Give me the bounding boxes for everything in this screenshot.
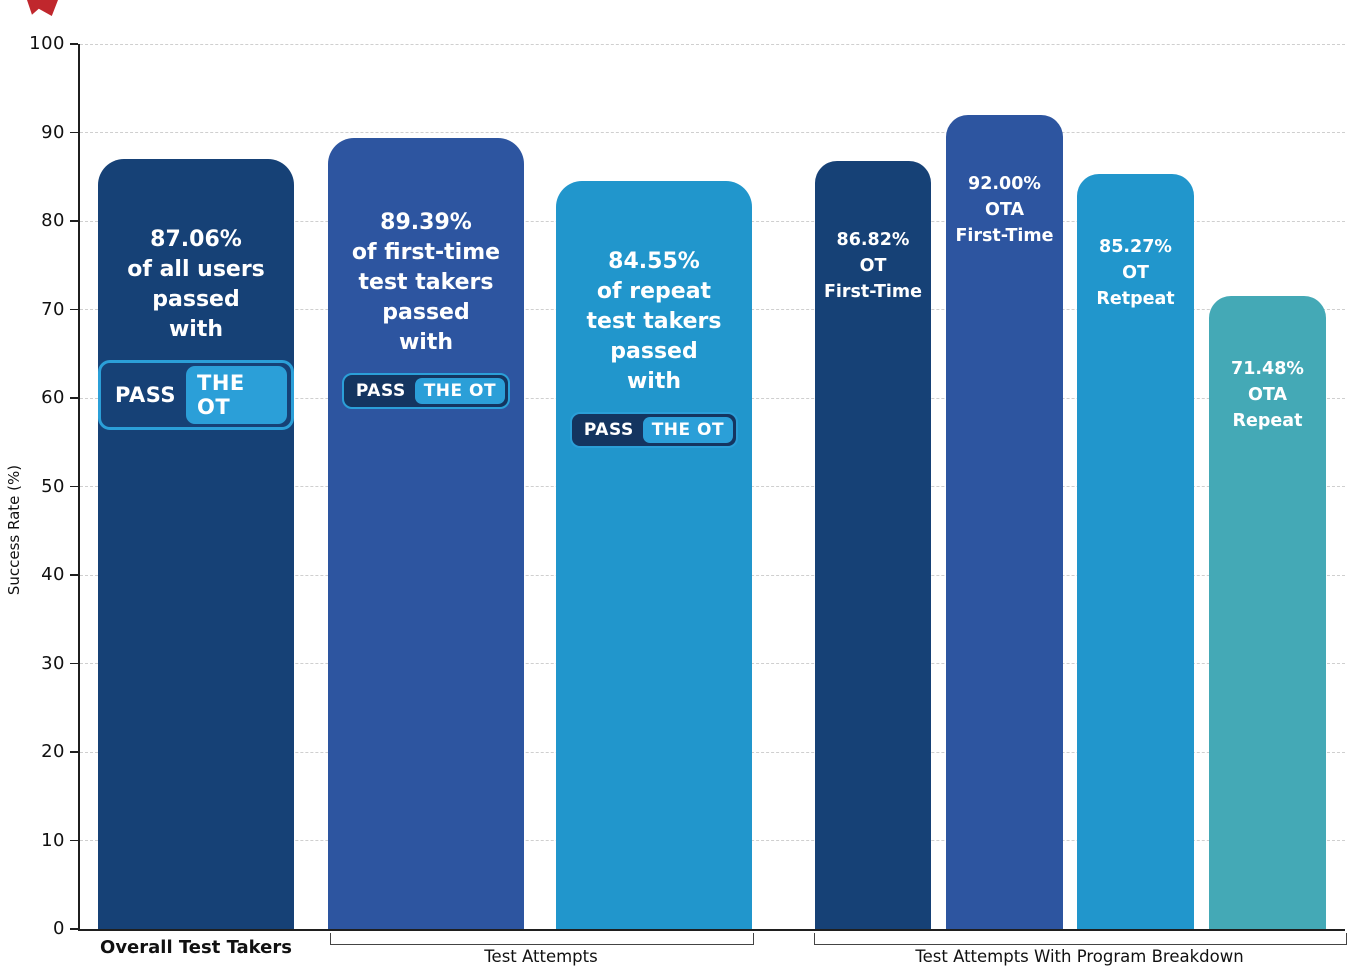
bar-label-line: passed: [610, 338, 698, 364]
gridline: [80, 43, 1345, 45]
y-axis-tick: [70, 397, 78, 399]
bar-label-line: with: [626, 368, 682, 394]
x-group-label: Test Attempts With Program Breakdown: [915, 947, 1244, 966]
bar-label-line: OTA: [985, 199, 1024, 220]
bar-label-line: Retpeat: [1096, 289, 1175, 310]
y-tick-label: 30: [41, 652, 65, 674]
x-axis-line: [78, 929, 1345, 931]
bar-label-block: 71.48% OTA Repeat: [1209, 356, 1326, 434]
pass-the-ot-logo: PASS THE OT: [341, 372, 511, 409]
y-axis-tick: [70, 43, 78, 45]
y-axis-tick: [70, 839, 78, 842]
x-group-label: Overall Test Takers: [100, 937, 292, 958]
y-tick-label: 20: [41, 741, 65, 762]
logo-the-ot-chip: THE OT: [414, 377, 506, 404]
bar-label-line: First-Time: [823, 281, 923, 302]
x-group-label: Test Attempts: [484, 947, 598, 966]
y-axis-line: [78, 44, 80, 931]
group-bracket: [814, 933, 1347, 945]
bar-71.48%: 71.48% OTA Repeat: [1209, 296, 1326, 929]
bar-label-line: with: [168, 316, 224, 342]
bar-label-block: 89.39% of first-time test takers passed with…: [328, 208, 524, 409]
bar-label-line: passed: [382, 299, 470, 325]
y-tick-label: 40: [41, 564, 65, 585]
logo-the-ot-chip: THE OT: [642, 416, 734, 443]
bar-86.82%: 86.82% OT First-Time: [815, 160, 931, 929]
gridline: [80, 132, 1345, 133]
bar-label-block: 86.82% OT First-Time: [815, 227, 931, 305]
bar-label-line: OT: [859, 255, 887, 276]
bar-label-block: 87.06% of all users passed with PASS THE OT: [98, 225, 294, 430]
bar-87.06%: 87.06% of all users passed with PASS THE OT: [98, 158, 294, 929]
y-tick-label: 10: [41, 829, 65, 851]
bar-label-block: 85.27% OT Retpeat: [1077, 234, 1194, 312]
logo-pass-label: PASS: [115, 382, 177, 407]
pass-the-ot-logo: PASS THE OT: [569, 411, 739, 448]
y-axis-tick: [70, 131, 78, 134]
bar-value-label: 86.82%: [836, 229, 910, 250]
bar-value-label: 85.27%: [1099, 237, 1172, 258]
y-axis-tick: [70, 751, 78, 753]
y-tick-label: 90: [41, 121, 65, 143]
y-tick-label: 60: [41, 387, 65, 408]
y-axis-tick: [70, 928, 78, 930]
bar-value-label: 87.06%: [150, 226, 242, 252]
y-tick-label: 100: [29, 33, 65, 54]
bar-label-block: 92.00% OTA First-Time: [946, 171, 1063, 249]
y-axis-tick: [70, 485, 78, 488]
y-axis-tick: [70, 662, 78, 665]
pass-the-ot-logo: PASS THE OT: [98, 359, 294, 430]
y-axis-tick: [70, 220, 78, 222]
bar-label-line: test takers: [586, 308, 722, 334]
y-tick-label: 80: [41, 210, 65, 231]
bar-label-block: 84.55% of repeat test takers passed with PASS…: [556, 247, 752, 448]
bar-label-line: test takers: [358, 269, 494, 295]
bar-label-line: OTA: [1248, 385, 1287, 406]
bar-value-label: 71.48%: [1231, 359, 1304, 380]
bar-89.39%: 89.39% of first-time test takers passed with…: [328, 137, 524, 929]
group-bracket: [330, 933, 754, 945]
y-tick-label: 70: [41, 298, 65, 320]
bar-value-label: 89.39%: [380, 209, 472, 235]
bar-label-line: with: [398, 329, 454, 355]
logo-pass-label: PASS: [583, 419, 634, 440]
y-tick-label: 50: [41, 475, 65, 497]
logo-pass-label: PASS: [355, 380, 406, 401]
bar-92.00%: 92.00% OTA First-Time: [946, 114, 1063, 929]
red-corner-mark: [27, 0, 58, 16]
bar-label-line: of first-time: [351, 239, 501, 265]
bar-label-line: of repeat: [596, 278, 712, 304]
bar-84.55%: 84.55% of repeat test takers passed with PASS…: [556, 180, 752, 929]
bar-label-line: passed: [152, 286, 240, 312]
bar-label-line: First-Time: [955, 225, 1054, 246]
bar-label-line: OT: [1122, 263, 1149, 284]
y-axis-tick: [70, 308, 78, 311]
bar-label-line: Repeat: [1232, 411, 1303, 432]
bar-value-label: 92.00%: [968, 173, 1041, 194]
logo-the-ot-chip: THE OT: [186, 365, 287, 424]
bar-85.27%: 85.27% OT Retpeat: [1077, 174, 1194, 929]
bar-label-line: of all users: [127, 256, 265, 282]
y-tick-label: 0: [53, 918, 65, 939]
y-axis-tick: [70, 574, 78, 576]
bar-value-label: 84.55%: [608, 248, 700, 274]
